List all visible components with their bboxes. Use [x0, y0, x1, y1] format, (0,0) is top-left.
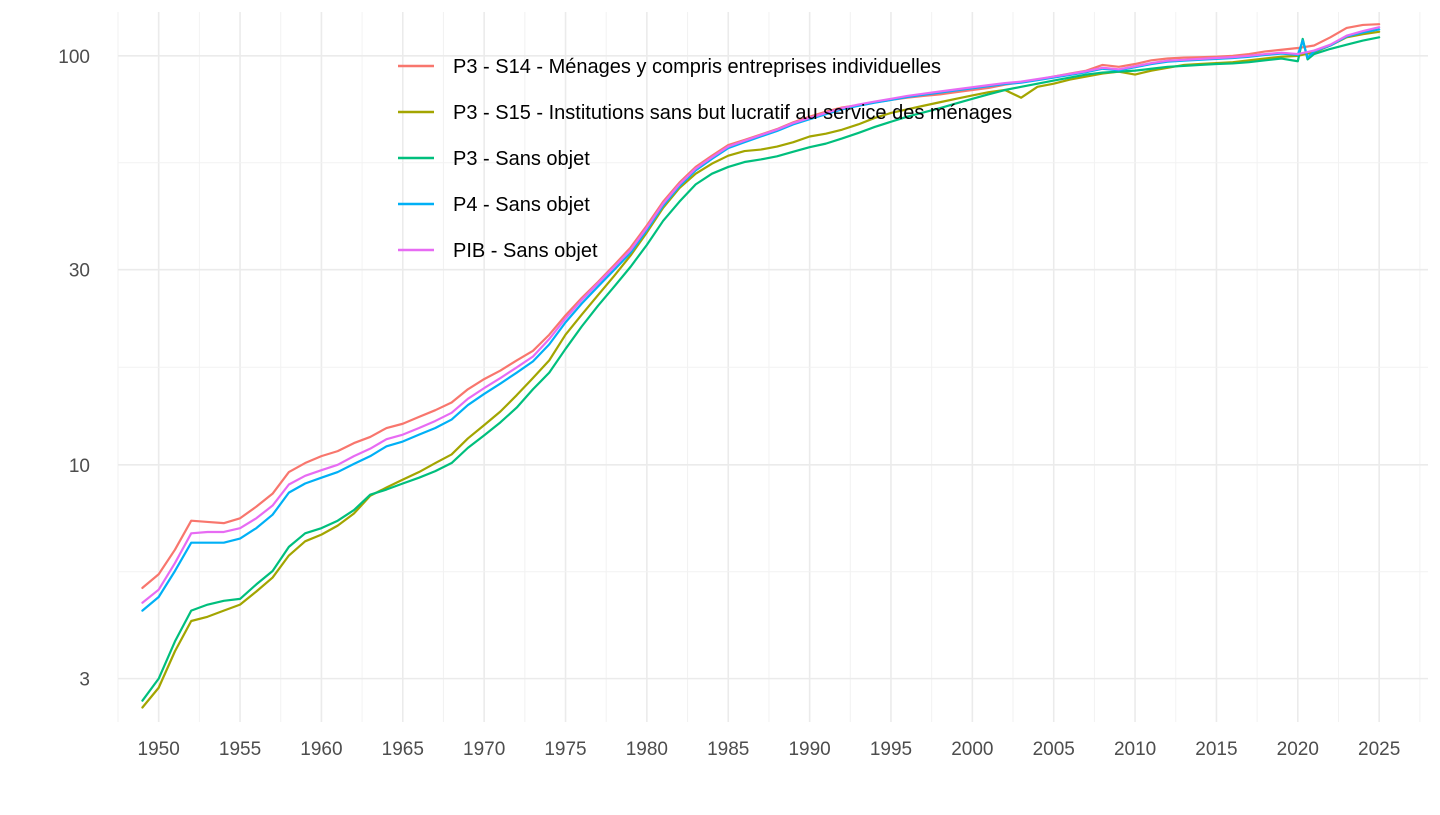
x-tick-label: 1990: [788, 739, 830, 760]
x-tick-label: 1965: [382, 739, 424, 760]
x-tick-label: 1975: [544, 739, 586, 760]
x-tick-label: 2025: [1358, 739, 1400, 760]
x-tick-label: 1985: [707, 739, 749, 760]
legend-label-4: P4 - Sans objet: [453, 194, 590, 216]
legend-label-2: P3 - S15 - Institutions sans but lucrati…: [453, 102, 1012, 124]
series-line-2: [141, 30, 1381, 709]
x-tick-label: 2010: [1114, 739, 1156, 760]
x-tick-label: 2020: [1277, 739, 1319, 760]
x-tick-label: 1995: [870, 739, 912, 760]
series-layer: [141, 23, 1381, 709]
legend-label-3: P3 - Sans objet: [453, 148, 590, 170]
y-tick-label: 100: [58, 47, 90, 68]
x-tick-label: 1980: [626, 739, 668, 760]
series-line-3: [141, 36, 1381, 702]
legend: P3 - S14 - Ménages y compris entreprises…: [398, 56, 1012, 262]
y-tick-label: 30: [69, 261, 90, 282]
x-tick-label: 1955: [219, 739, 261, 760]
x-tick-label: 1950: [138, 739, 180, 760]
legend-label-1: P3 - S14 - Ménages y compris entreprises…: [453, 56, 941, 78]
legend-label-5: PIB - Sans objet: [453, 240, 598, 262]
grid-layer: [117, 12, 1428, 722]
x-tick-label: 2000: [951, 739, 993, 760]
x-tick-label: 2005: [1033, 739, 1075, 760]
y-tick-label: 3: [79, 670, 90, 691]
x-tick-label: 1960: [300, 739, 342, 760]
y-tick-label: 10: [69, 456, 90, 477]
x-tick-label: 1970: [463, 739, 505, 760]
axis-layer: 1950 1955 1960 1965 1970 1975 1980 1985 1990 1995…: [58, 47, 1400, 760]
series-line-5: [141, 26, 1381, 604]
x-tick-label: 2015: [1195, 739, 1237, 760]
